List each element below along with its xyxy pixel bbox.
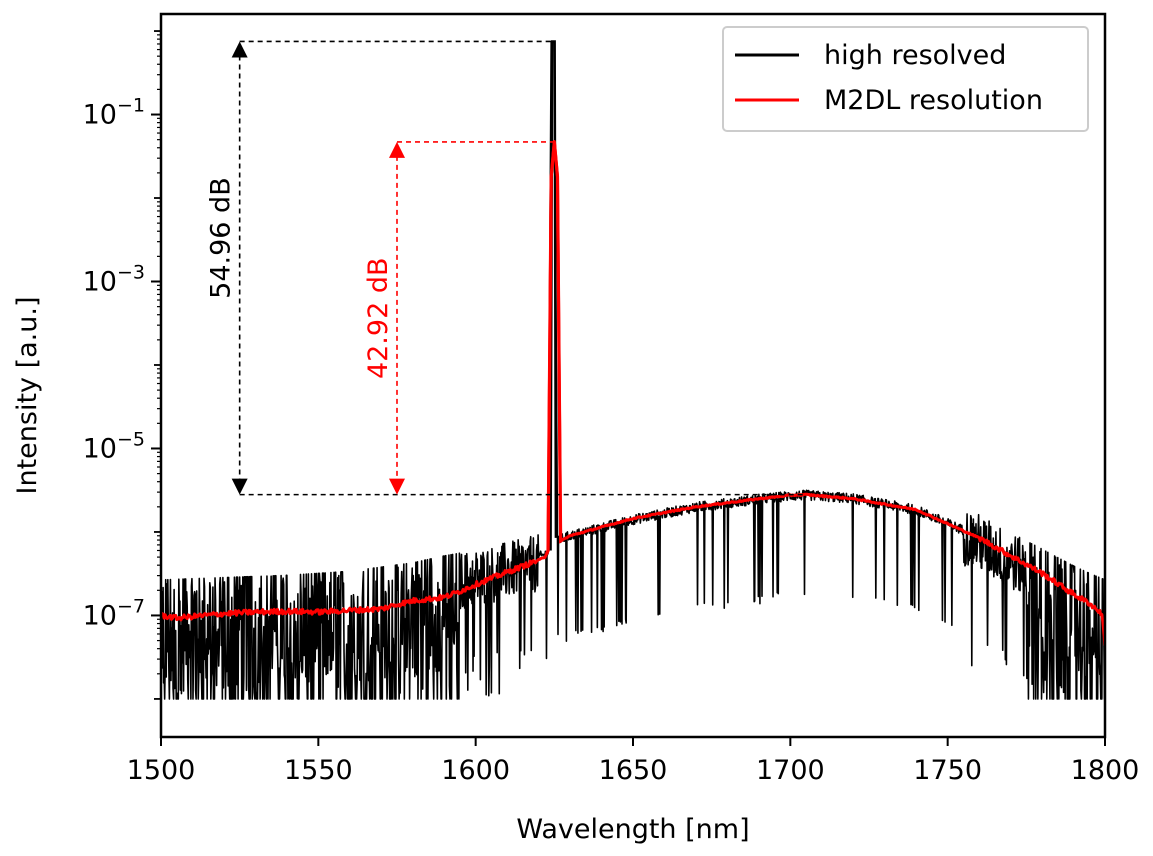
y-tick-base: 10 xyxy=(83,433,117,464)
annotation-arrowhead-top-total xyxy=(231,41,248,58)
annotation-label-m2dl: 42.92 dB xyxy=(363,257,394,379)
y-tick-exponent: −7 xyxy=(117,595,145,617)
annotation-arrowhead-bottom-m2dl xyxy=(389,478,405,495)
plot-area xyxy=(161,40,1105,700)
annotation-layer: 54.96 dB 42.92 dB xyxy=(206,40,807,496)
y-tick-base: 10 xyxy=(83,100,117,131)
series-line-m2dl-resolution xyxy=(161,140,1105,646)
annotation-arrowhead-bottom-total xyxy=(231,478,248,495)
y-tick-label: 10−3 xyxy=(83,262,145,298)
y-axis: 10−110−310−510−7 xyxy=(83,30,161,700)
x-axis: 1500 1550 1600 1650 1700 1750 1800 xyxy=(127,737,1140,786)
y-tick-label: 10−5 xyxy=(83,428,145,464)
y-tick-base: 10 xyxy=(83,267,117,298)
x-tick-label: 1550 xyxy=(284,755,353,786)
x-tick-label: 1650 xyxy=(599,755,668,786)
y-tick-label: 10−1 xyxy=(83,95,145,131)
legend: high resolved M2DL resolution xyxy=(722,26,1089,132)
y-tick-exponent: −1 xyxy=(117,95,145,117)
legend-box xyxy=(722,26,1089,132)
x-tick-label: 1600 xyxy=(441,755,510,786)
legend-label-high-resolved: high resolved xyxy=(824,40,1006,71)
legend-label-m2dl-resolution: M2DL resolution xyxy=(824,85,1043,116)
y-tick-base: 10 xyxy=(83,600,117,631)
x-tick-label: 1750 xyxy=(913,755,982,786)
y-tick-label: 10−7 xyxy=(83,595,145,631)
y-tick-exponent: −5 xyxy=(117,428,145,450)
x-axis-label: Wavelength [nm] xyxy=(516,814,749,845)
series-line-high-resolved xyxy=(161,40,1105,700)
x-tick-label: 1500 xyxy=(127,755,196,786)
x-tick-label: 1800 xyxy=(1071,755,1140,786)
y-axis-label: Intensity [a.u.] xyxy=(12,297,43,495)
y-tick-exponent: −3 xyxy=(117,262,145,284)
annotation-label-total: 54.96 dB xyxy=(206,177,237,299)
annotation-arrowhead-top-m2dl xyxy=(389,141,405,158)
x-tick-label: 1700 xyxy=(756,755,825,786)
